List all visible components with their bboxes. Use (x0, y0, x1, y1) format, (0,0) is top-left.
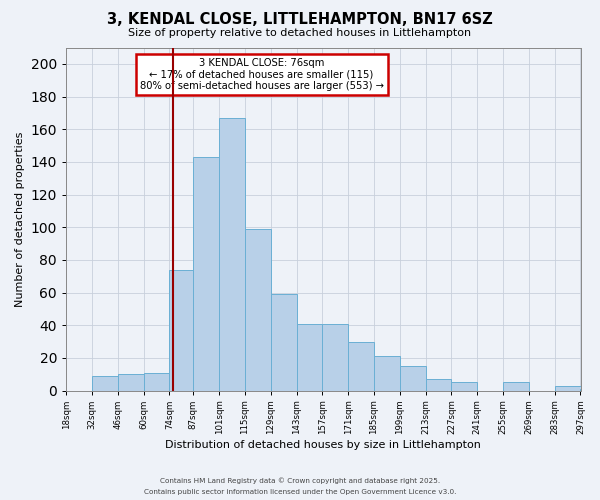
Bar (503, 382, 529, 390)
Bar (193, 157, 219, 390)
Bar (245, 229, 271, 390)
Bar (400, 366, 425, 390)
Text: Contains public sector information licensed under the Open Government Licence v3: Contains public sector information licen… (144, 489, 456, 495)
Bar (322, 324, 348, 390)
Bar (348, 342, 374, 390)
Bar (425, 379, 451, 390)
Bar (271, 294, 296, 390)
Bar (374, 356, 400, 390)
Bar (554, 386, 581, 390)
Bar (92, 376, 118, 390)
Text: Contains HM Land Registry data © Crown copyright and database right 2025.: Contains HM Land Registry data © Crown c… (160, 478, 440, 484)
Text: 3 KENDAL CLOSE: 76sqm
← 17% of detached houses are smaller (115)
80% of semi-det: 3 KENDAL CLOSE: 76sqm ← 17% of detached … (140, 58, 383, 91)
Bar (219, 118, 245, 390)
Bar (580, 389, 600, 390)
Bar (169, 270, 193, 390)
Text: Size of property relative to detached houses in Littlehampton: Size of property relative to detached ho… (128, 28, 472, 38)
Y-axis label: Number of detached properties: Number of detached properties (15, 132, 25, 306)
X-axis label: Distribution of detached houses by size in Littlehampton: Distribution of detached houses by size … (166, 440, 481, 450)
Bar (296, 324, 322, 390)
Bar (143, 372, 169, 390)
Bar (451, 382, 477, 390)
Bar (118, 374, 143, 390)
Text: 3, KENDAL CLOSE, LITTLEHAMPTON, BN17 6SZ: 3, KENDAL CLOSE, LITTLEHAMPTON, BN17 6SZ (107, 12, 493, 28)
